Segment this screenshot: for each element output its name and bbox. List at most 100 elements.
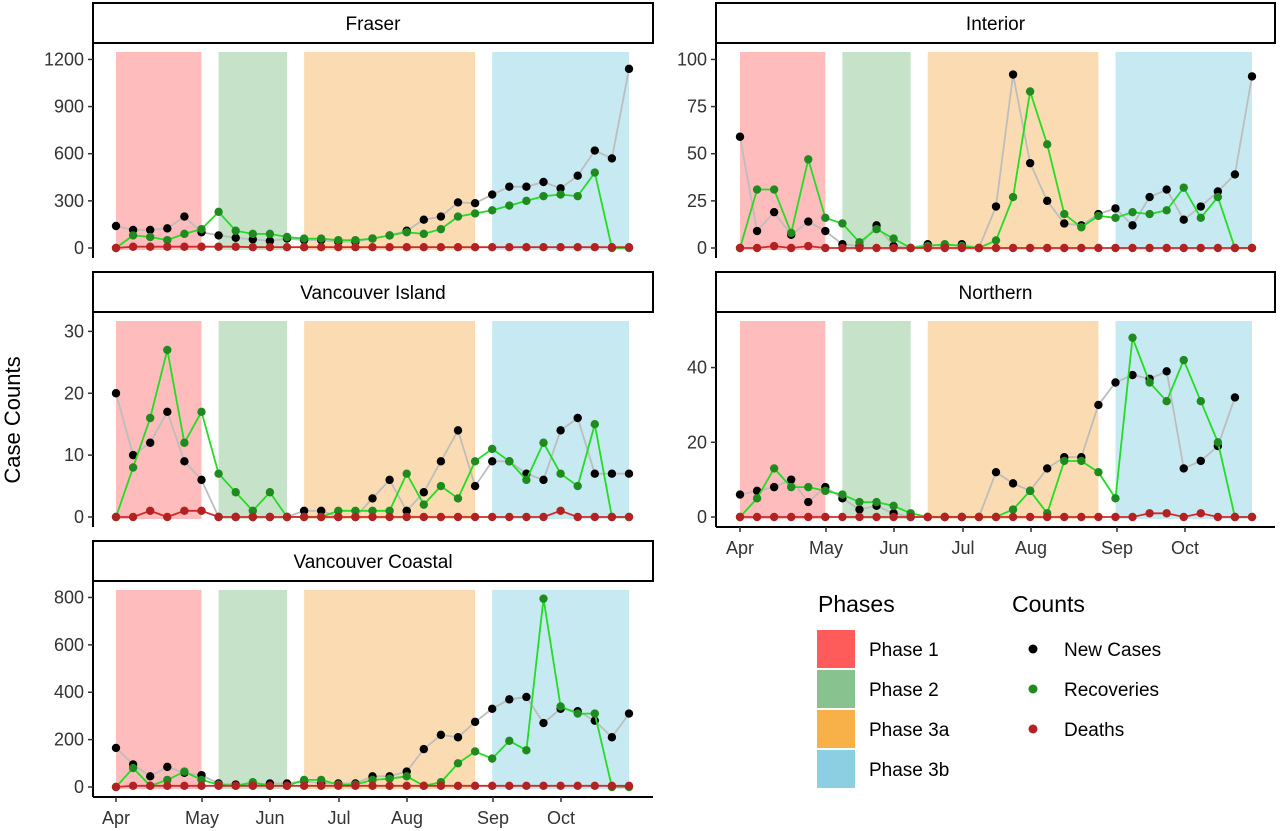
data-point-deaths	[248, 781, 257, 791]
data-point-recoveries	[128, 463, 138, 472]
x-tick-label: Aug	[391, 808, 423, 828]
data-point-recoveries	[128, 231, 138, 240]
data-point-deaths	[1008, 512, 1018, 522]
data-point-recoveries	[1128, 207, 1137, 217]
data-point-deaths	[470, 243, 480, 252]
data-point-recoveries	[821, 213, 830, 223]
data-point-deaths	[334, 243, 343, 252]
data-point-deaths	[128, 781, 138, 791]
data-point-recoveries	[769, 185, 779, 194]
data-point-deaths	[470, 512, 480, 522]
counts-legend-title: Counts	[1012, 591, 1085, 617]
data-point-recoveries	[1077, 456, 1086, 466]
y-tick-label: 100	[677, 49, 707, 69]
data-point-deaths	[957, 243, 967, 253]
data-point-new-cases	[436, 212, 446, 221]
data-point-new-cases	[821, 226, 830, 236]
data-point-deaths	[974, 512, 984, 522]
data-point-deaths	[317, 781, 326, 791]
legend-swatch-phase-3b	[817, 750, 855, 788]
data-point-new-cases	[1145, 192, 1154, 202]
data-point-deaths	[385, 243, 394, 252]
data-point-recoveries	[197, 407, 206, 417]
data-point-deaths	[299, 512, 309, 522]
data-point-deaths	[1025, 243, 1035, 253]
data-point-new-cases	[624, 709, 634, 718]
data-point-recoveries	[470, 747, 480, 756]
data-point-new-cases	[1196, 202, 1206, 211]
data-point-recoveries	[214, 207, 223, 217]
data-point-deaths	[1008, 243, 1018, 253]
data-point-new-cases	[991, 467, 1001, 477]
series-deaths	[735, 509, 1257, 522]
phase-band	[492, 590, 629, 789]
data-point-deaths	[1025, 512, 1035, 522]
data-point-recoveries	[402, 228, 411, 237]
data-point-deaths	[1060, 243, 1069, 253]
phase-band	[740, 52, 826, 250]
data-point-deaths	[163, 512, 172, 522]
data-point-new-cases	[573, 413, 582, 423]
phase-band	[304, 590, 476, 789]
data-point-new-cases	[556, 426, 565, 435]
counts-legend: Counts New Cases Recoveries Deaths	[1012, 591, 1161, 741]
data-point-new-cases	[470, 199, 480, 208]
data-point-recoveries	[991, 236, 1001, 245]
data-point-new-cases	[419, 215, 428, 224]
data-point-deaths	[889, 243, 898, 253]
data-point-new-cases	[539, 177, 548, 187]
data-point-recoveries	[1094, 467, 1103, 477]
data-point-recoveries	[522, 196, 531, 206]
data-point-recoveries	[787, 228, 796, 238]
y-tick-label: 300	[54, 191, 84, 211]
data-point-deaths	[385, 512, 394, 522]
data-point-deaths	[402, 243, 411, 252]
data-point-deaths	[590, 243, 599, 252]
data-point-deaths	[624, 243, 634, 252]
data-point-deaths	[522, 243, 531, 252]
data-point-deaths	[265, 781, 275, 791]
data-point-new-cases	[402, 506, 411, 516]
data-point-recoveries	[1213, 192, 1223, 202]
data-point-new-cases	[419, 744, 428, 754]
data-point-deaths	[923, 512, 932, 522]
data-point-recoveries	[368, 506, 377, 516]
data-point-deaths	[197, 506, 206, 516]
data-point-new-cases	[1230, 170, 1240, 179]
data-point-recoveries	[522, 475, 531, 485]
data-point-deaths	[351, 781, 360, 791]
data-point-recoveries	[282, 232, 292, 242]
data-point-deaths	[1247, 512, 1257, 522]
data-point-deaths	[111, 243, 121, 253]
facet-strip	[92, 540, 654, 582]
x-tick-label: Sep	[477, 808, 509, 828]
y-tick-label: 10	[64, 445, 84, 465]
y-tick-label: 200	[54, 730, 84, 750]
data-point-new-cases	[590, 146, 599, 155]
facet-strip	[92, 2, 654, 44]
panel-vancouver-island: Vancouver Island 0 10 20 30	[64, 271, 654, 527]
y-tick-label: 600	[54, 144, 84, 164]
data-point-deaths	[838, 512, 847, 522]
legend-phase-3a: Phase 3a	[817, 710, 950, 748]
data-point-recoveries	[334, 235, 343, 245]
data-point-recoveries	[146, 232, 155, 242]
data-point-deaths	[402, 512, 411, 522]
x-tick-label: Oct	[547, 808, 575, 828]
data-point-recoveries	[299, 775, 309, 785]
x-tick-label: Jul	[951, 538, 974, 558]
data-point-deaths	[214, 242, 223, 251]
legend-phase-1: Phase 1	[817, 630, 939, 668]
y-tick-label: 0	[74, 238, 84, 258]
data-point-deaths	[957, 512, 967, 522]
data-point-deaths	[248, 512, 257, 522]
data-point-new-cases	[163, 762, 172, 772]
data-point-recoveries	[1128, 333, 1137, 342]
data-point-recoveries	[419, 500, 428, 509]
data-point-recoveries	[1145, 378, 1154, 387]
data-point-new-cases	[163, 224, 172, 233]
data-point-deaths	[940, 243, 949, 253]
data-point-deaths	[872, 512, 881, 522]
legend-phase-2: Phase 2	[817, 670, 939, 708]
